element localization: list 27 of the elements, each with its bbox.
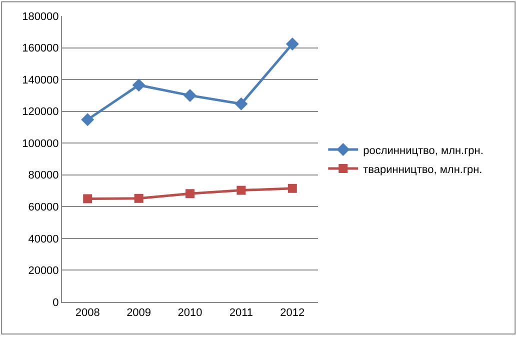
y-tick-label: 60000: [28, 202, 59, 214]
y-tick-label: 100000: [22, 138, 59, 150]
point: [184, 88, 196, 102]
x-tick-label: 2012: [280, 307, 305, 320]
point: [132, 78, 146, 92]
point: [81, 113, 94, 126]
point: [288, 184, 297, 193]
x-tick-label: 2008: [75, 307, 100, 320]
x-tick-label: 2010: [178, 307, 202, 320]
legend-label: рослинництво, млн.грн.: [363, 144, 484, 157]
point: [234, 97, 248, 110]
point: [134, 194, 144, 203]
y-tick-label: 80000: [28, 170, 59, 182]
point: [186, 189, 194, 198]
y-tick-label: 20000: [28, 265, 59, 278]
x-tick-label: 2009: [126, 307, 152, 320]
y-tick-label: 160000: [22, 42, 59, 55]
point: [83, 194, 92, 204]
x-tick-label: 2011: [229, 307, 254, 320]
y-tick-label: 120000: [22, 106, 59, 118]
y-tick-label: 140000: [22, 74, 59, 86]
y-tick-label: 0: [52, 296, 59, 309]
y-tick-label: 180000: [22, 10, 59, 23]
y-tick-label: 40000: [28, 233, 59, 246]
legend-label: тваринництво, млн.грн.: [363, 164, 482, 176]
point: [236, 186, 246, 195]
point: [286, 37, 299, 50]
